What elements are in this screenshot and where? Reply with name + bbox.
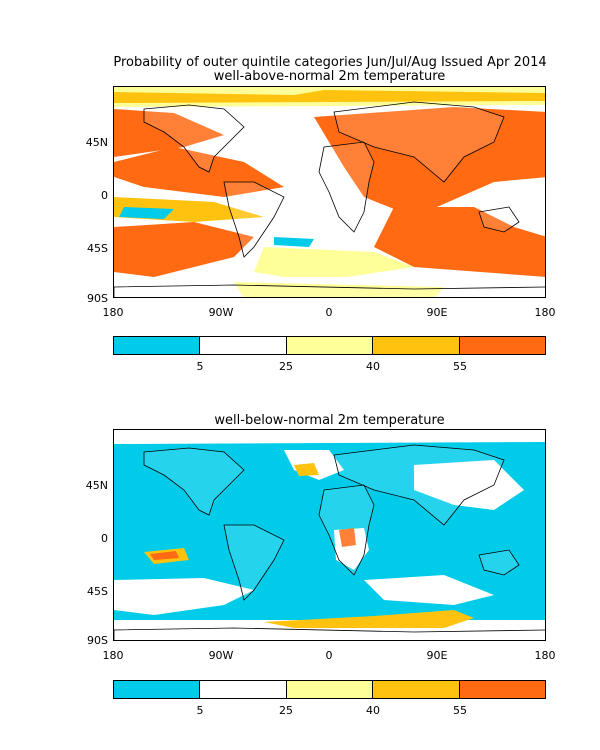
bottom-colorbar-seg-1	[114, 681, 201, 698]
top-map-panel	[113, 86, 546, 298]
top-colorbar-seg-2	[200, 337, 287, 354]
bottom-colorbar-seg-3	[286, 681, 374, 698]
top-ytick-90s: 90S	[87, 292, 108, 305]
top-panel-subtitle: well-above-normal 2m temperature	[213, 69, 446, 84]
top-shading	[114, 87, 545, 297]
bottom-ytick-0: 0	[101, 532, 108, 545]
top-map-svg	[114, 87, 545, 297]
bottom-map-svg	[114, 430, 545, 640]
top-xtick-90w: 90W	[208, 306, 234, 319]
top-continents	[114, 101, 545, 297]
top-colorbar-seg-1	[114, 337, 201, 354]
bottom-xtick-90e: 90E	[426, 649, 448, 662]
bottom-continents	[114, 444, 545, 640]
top-xtick-0: 0	[325, 306, 333, 319]
top-colorbar-label-5: 5	[196, 360, 204, 373]
bottom-xtick-180w: 180	[102, 649, 124, 662]
top-colorbar-label-55: 55	[453, 360, 467, 373]
bottom-ytick-45n: 45N	[85, 479, 108, 492]
top-colorbar-seg-5	[459, 337, 546, 354]
bottom-colorbar-label-25: 25	[279, 704, 293, 717]
top-colorbar	[113, 336, 546, 355]
bottom-shading	[114, 430, 545, 640]
top-xtick-180w: 180	[102, 306, 124, 319]
bottom-colorbar-seg-2	[200, 681, 287, 698]
bottom-map-panel	[113, 429, 546, 641]
bottom-colorbar-label-55: 55	[453, 704, 467, 717]
top-ytick-45s: 45S	[87, 242, 108, 255]
top-colorbar-seg-3	[286, 337, 374, 354]
top-xtick-180e: 180	[534, 306, 556, 319]
bottom-colorbar-label-40: 40	[366, 704, 380, 717]
bottom-xtick-180e: 180	[534, 649, 556, 662]
top-colorbar-seg-4	[373, 337, 460, 354]
top-colorbar-label-25: 25	[279, 360, 293, 373]
top-colorbar-label-40: 40	[366, 360, 380, 373]
bottom-ytick-90s: 90S	[87, 634, 108, 647]
bottom-colorbar-seg-4	[373, 681, 460, 698]
top-ytick-0: 0	[101, 189, 108, 202]
bottom-ytick-45s: 45S	[87, 585, 108, 598]
top-ytick-45n: 45N	[85, 136, 108, 149]
bottom-colorbar-seg-5	[459, 681, 546, 698]
bottom-panel-subtitle: well-below-normal 2m temperature	[214, 413, 445, 428]
bottom-xtick-90w: 90W	[208, 649, 234, 662]
top-xtick-90e: 90E	[426, 306, 448, 319]
bottom-colorbar-label-5: 5	[196, 704, 204, 717]
bottom-xtick-0: 0	[325, 649, 333, 662]
main-title: Probability of outer quintile categories…	[113, 55, 547, 70]
bottom-colorbar	[113, 680, 546, 699]
